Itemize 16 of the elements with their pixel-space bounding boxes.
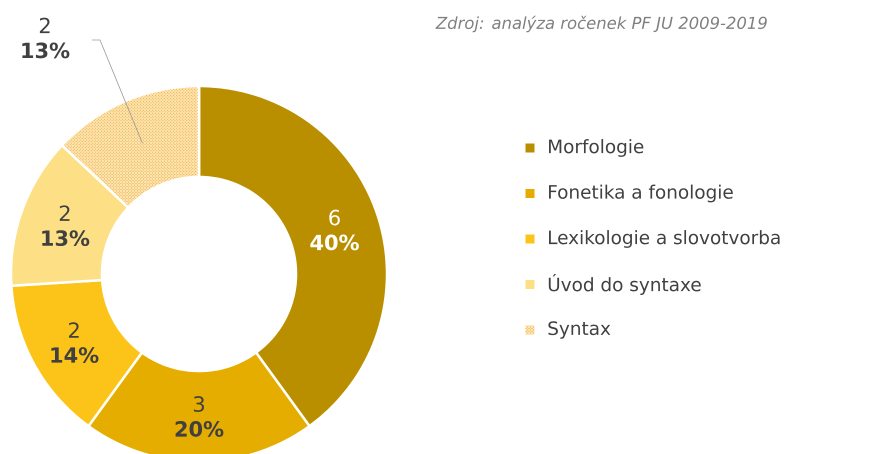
text: 6 [329, 210, 340, 226]
text: 2 [40, 18, 50, 34]
legend-label: Úvod do syntaxe [548, 274, 701, 295]
chart-subtitle: Zdroj: analýza ročenek PF JU 2009-2019 [436, 16, 767, 32]
data-label: 13% [42, 230, 90, 246]
data-label: 13% [22, 42, 70, 58]
text: 2 [60, 205, 70, 221]
text: 3 [194, 396, 204, 412]
data-label: 20% [176, 421, 224, 437]
legend-label: Lexikologie a slovotvorba [549, 230, 780, 248]
legend-label: Syntax [548, 321, 610, 339]
text: 2 [68, 322, 79, 338]
data-label: 40% [310, 234, 359, 250]
data-label: 14% [51, 347, 98, 363]
legend-label: Morfologie [549, 139, 644, 157]
legend-label: Fonetika a fonologie [549, 184, 733, 202]
